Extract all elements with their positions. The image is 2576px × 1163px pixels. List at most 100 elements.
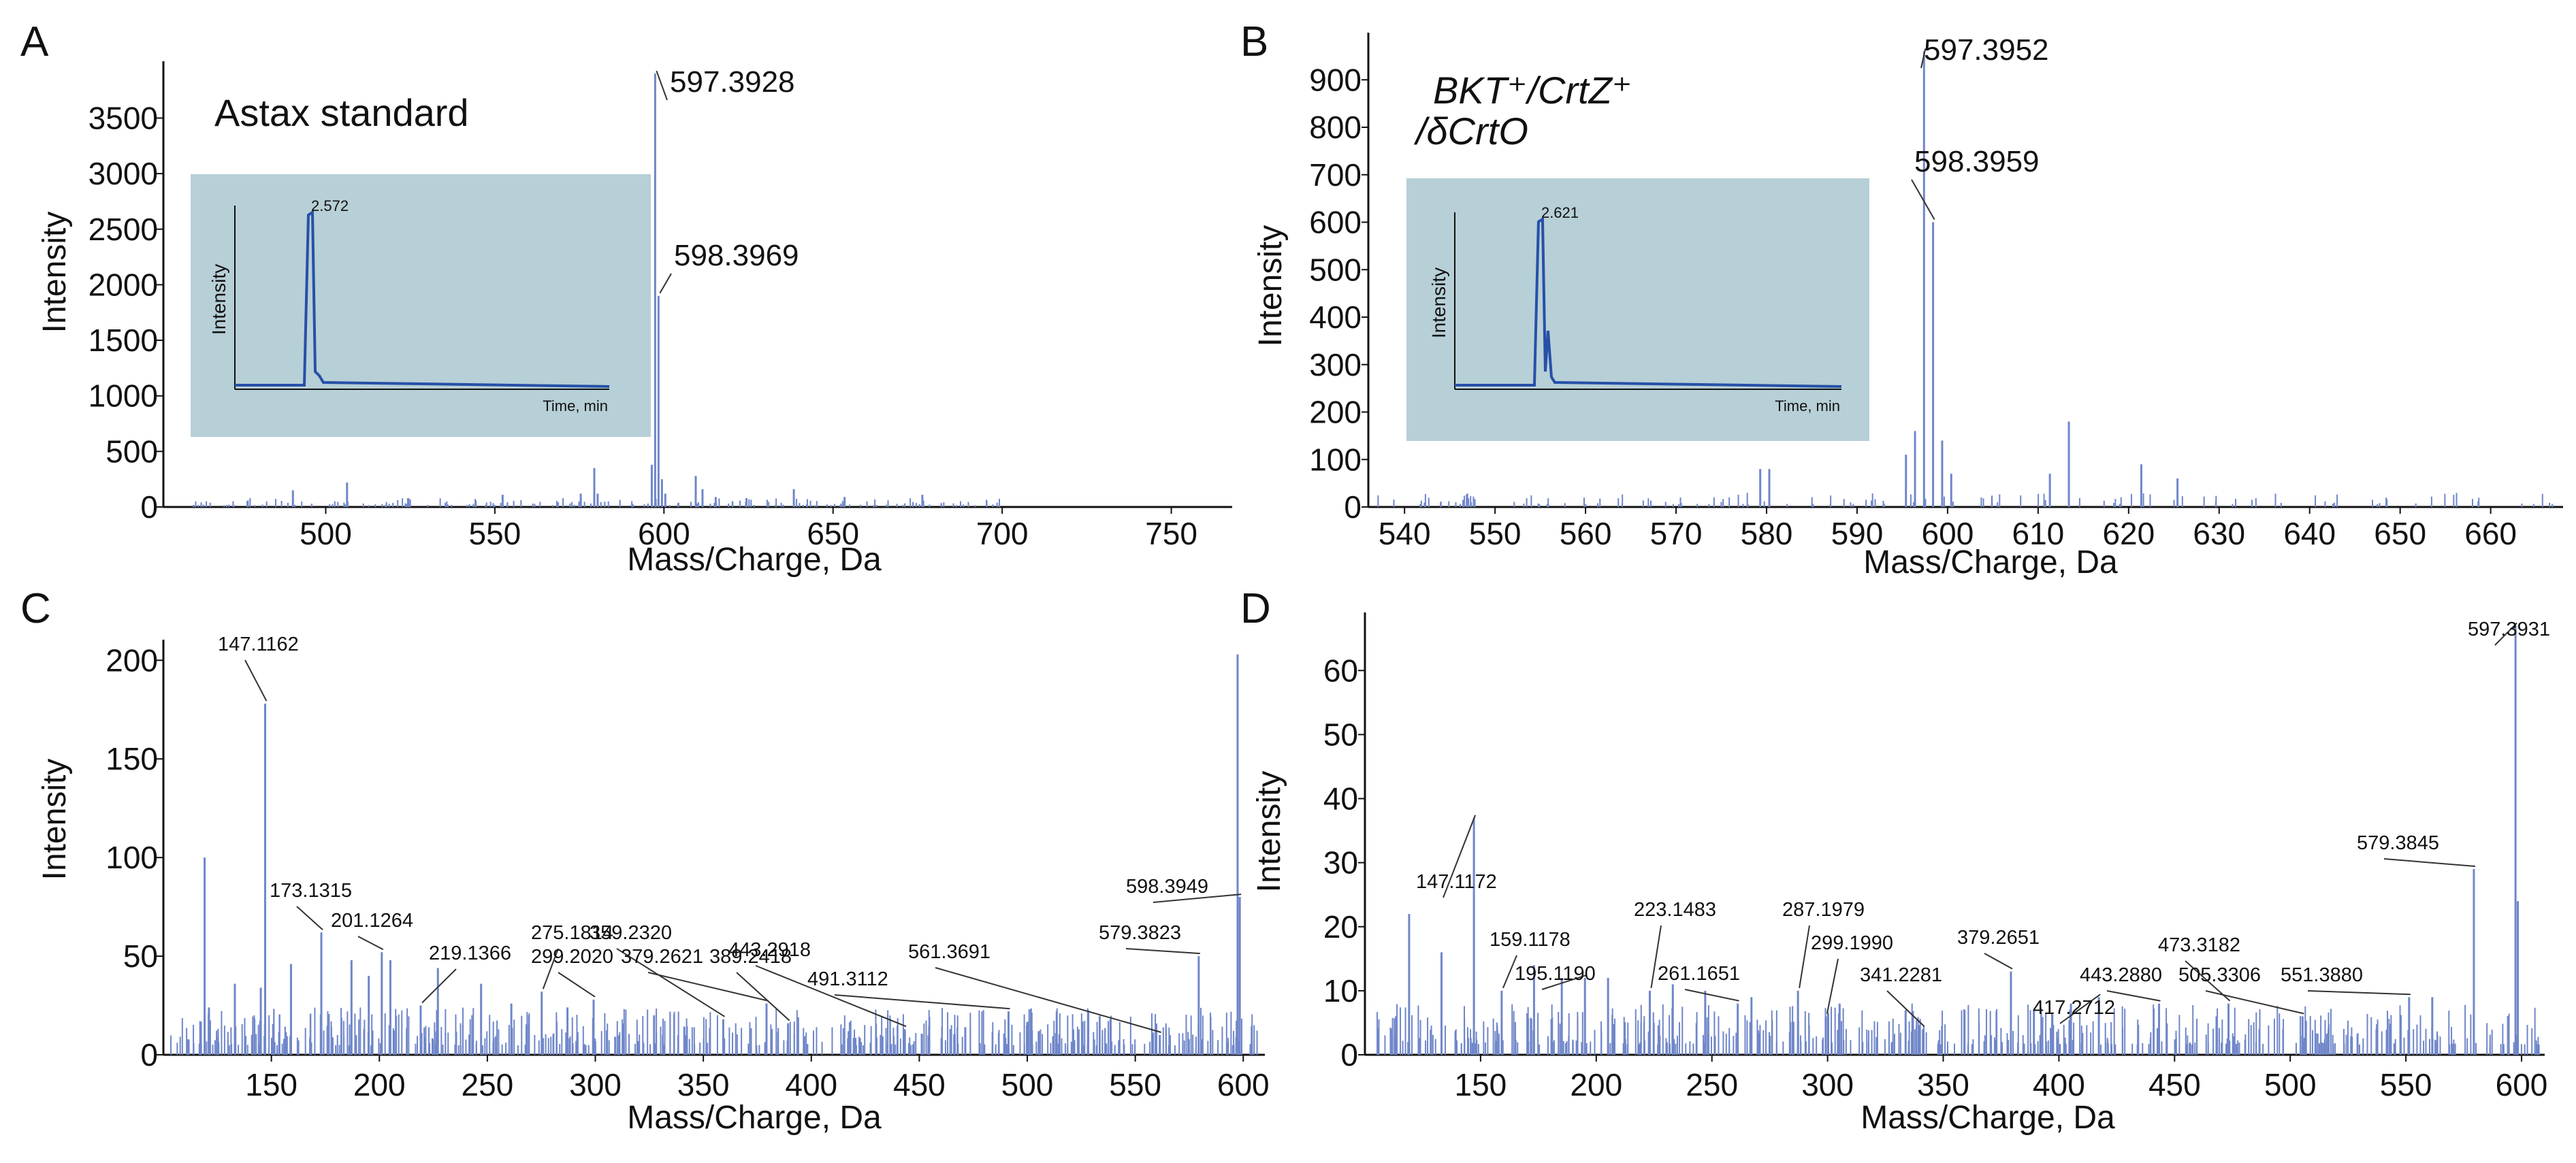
panel-b-x-tick-label: 570 (1650, 516, 1703, 551)
panel-b-y-tick-label: 600 (1309, 205, 1362, 240)
panel-b-x-tick-label: 610 (2012, 516, 2064, 551)
panel-c-x-tick-label: 300 (569, 1067, 622, 1102)
panel-d-peak-label: 443.2880 (2080, 964, 2162, 986)
panel-c-peak-leader (357, 936, 384, 951)
panel-a-y-tick-label: 2500 (88, 212, 158, 247)
panel-c-peak-labels: 147.1162 173.1315 201.1264 219.1366 275.1814… (218, 634, 1242, 1033)
panel-a-chromatogram-inset: 2.572 Time, min Intensity (191, 174, 651, 437)
panel-d-peak-leader (1541, 974, 1587, 990)
panel-c-x-tick-label: 150 (245, 1067, 297, 1102)
panel-c-peak-leader (421, 968, 457, 1004)
panel-d-x-tick-label: 150 (1455, 1067, 1507, 1102)
panel-d-peak-leader (1826, 958, 1839, 1014)
panel-d-peak-label: 551.3880 (2281, 964, 2363, 986)
panel-b-x-axis-title: Mass/Charge, Da (1863, 544, 2118, 580)
panel-b-inset-y-label: Intensity (1428, 267, 1449, 338)
panel-d-peak-label: 341.2281 (1860, 964, 1942, 986)
panel-b-letter: B (1240, 18, 1268, 65)
panel-c-y-tick-label: 50 (123, 938, 158, 974)
panel-b-y-tick-label: 700 (1309, 157, 1362, 193)
panel-d-peak-leader (1984, 953, 2013, 970)
panel-a-x-axis-title: Mass/Charge, Da (627, 542, 882, 578)
panel-d-x-tick-label: 550 (2380, 1067, 2432, 1102)
panel-b-y-tick-label: 100 (1309, 442, 1362, 477)
panel-a-spectrum: A Astax standard 500 550 600 650 700 750 0 500 1… (20, 18, 1232, 578)
panel-b-inset-peak-label: 2.621 (1541, 204, 1579, 221)
panel-c-y-tick-label: 0 (140, 1037, 158, 1072)
panel-d-peak-label: 597.3931 (2468, 619, 2550, 640)
panel-c-peaks (170, 654, 1258, 1055)
panel-b-y-tick-label: 500 (1309, 252, 1362, 287)
panel-c-x-tick-label: 550 (1109, 1067, 1161, 1102)
panel-c-letter: C (20, 585, 51, 632)
panel-b-y-tick-label: 800 (1309, 110, 1362, 145)
panel-a-y-tick-label: 2000 (88, 267, 158, 302)
panel-a-inset-trace (235, 210, 610, 388)
panel-c-y-tick-label: 100 (106, 840, 158, 875)
panel-d-peak-leader (1799, 925, 1810, 989)
panel-b-x-tick-label: 630 (2193, 516, 2245, 551)
panel-c-peak-label: 379.2621 (621, 946, 703, 968)
panel-c-peak-leader (1153, 894, 1242, 903)
panel-b-axes: 540 550 560 570 580 590 600 610 620 630 640 650 660 0… (1309, 33, 2563, 551)
panel-d-axes: 150 200 250 300 350 400 450 500 550 600 0 10 20 30 40 5… (1323, 612, 2547, 1102)
panel-a-peak-leader (659, 273, 672, 294)
panel-a-y-axis-title: Intensity (37, 212, 73, 333)
panel-c-peak-label: 579.3823 (1099, 922, 1181, 944)
panel-c-peak-leader (296, 906, 323, 931)
panel-b-peak-leader (1911, 179, 1935, 220)
panel-c-x-axis-title: Mass/Charge, Da (627, 1100, 882, 1136)
panel-b-y-axis-title: Intensity (1253, 225, 1289, 347)
panel-d-peak-label: 417.2712 (2033, 997, 2115, 1019)
panel-b-x-tick-label: 550 (1469, 516, 1522, 551)
panel-b-y-tick-label: 900 (1309, 62, 1362, 97)
panel-d-peak-label: 261.1651 (1658, 963, 1740, 985)
panel-c-x-tick-label: 350 (677, 1067, 730, 1102)
panel-d-letter: D (1240, 585, 1271, 632)
panel-a-peak-labels: 597.3928 598.3969 (656, 65, 799, 294)
panel-d-peak-leader (1650, 925, 1662, 989)
panel-d-peak-label: 287.1979 (1782, 899, 1865, 921)
panel-c-x-tick-label: 450 (893, 1067, 946, 1102)
panel-c-peak-leader (647, 972, 769, 1002)
panel-c-peak-leader (542, 948, 559, 989)
panel-c-peak-leader (736, 972, 790, 1021)
panel-d-peak-label: 505.3306 (2178, 964, 2261, 986)
panel-a-y-tick-label: 3000 (88, 156, 158, 191)
panel-a-peak-leader (656, 70, 668, 101)
panel-d-x-tick-label: 450 (2148, 1067, 2201, 1102)
panel-d-y-axis-title: Intensity (1251, 771, 1287, 893)
panel-b-spectrum: B BKT⁺/CrtZ⁺ /δCrtO 540 550 560 570 580 590 60… (1240, 18, 2563, 580)
panel-c-peak-label: 491.3112 (807, 968, 888, 990)
panel-d-spectrum: D 150 200 250 300 350 400 450 500 550 600 0 10 20 30 4… (1240, 585, 2550, 1136)
panel-a-x-tick-label: 750 (1145, 516, 1197, 551)
panel-b-peaks (1377, 51, 2554, 507)
panel-c-peak-leader (616, 948, 725, 1017)
panel-a-inset-background (191, 174, 651, 437)
panel-a-axes: 500 550 600 650 700 750 0 500 1000 1500 2000 2500 30… (88, 61, 1232, 551)
panel-d-peak-leader (1502, 955, 1517, 989)
panel-d-x-tick-label: 300 (1801, 1067, 1854, 1102)
panel-a-x-tick-label: 700 (976, 516, 1029, 551)
panel-b-inset-background (1406, 178, 1869, 441)
panel-d-peak-label: 379.2651 (1957, 927, 2040, 949)
panel-b-x-tick-label: 620 (2102, 516, 2155, 551)
panel-b-y-tick-label: 300 (1309, 347, 1362, 382)
panel-a-inset-x-label: Time, min (543, 397, 608, 414)
panel-d-y-tick-label: 60 (1323, 653, 1358, 688)
panel-c-y-tick-label: 200 (106, 642, 158, 678)
panel-d-x-tick-label: 200 (1570, 1067, 1622, 1102)
panel-c-x-tick-label: 250 (462, 1067, 514, 1102)
panel-d-peak-leader (2494, 622, 2517, 646)
panel-a-x-tick-label: 600 (638, 516, 690, 551)
panel-b-inset-trace (1455, 216, 1842, 388)
panel-b-x-tick-label: 590 (1831, 516, 1884, 551)
panel-c-y-axis-title: Intensity (37, 759, 73, 881)
panel-d-x-tick-label: 500 (2264, 1067, 2317, 1102)
panel-c-peak-label: 201.1264 (331, 910, 413, 932)
panel-c-peak-leader (935, 967, 1161, 1033)
panel-b-peak-label: 597.3952 (1924, 33, 2049, 67)
panel-d-peak-leader (1684, 989, 1739, 1002)
panel-d-x-tick-label: 350 (1917, 1067, 1969, 1102)
panel-d-peak-label: 299.1990 (1811, 932, 1893, 954)
